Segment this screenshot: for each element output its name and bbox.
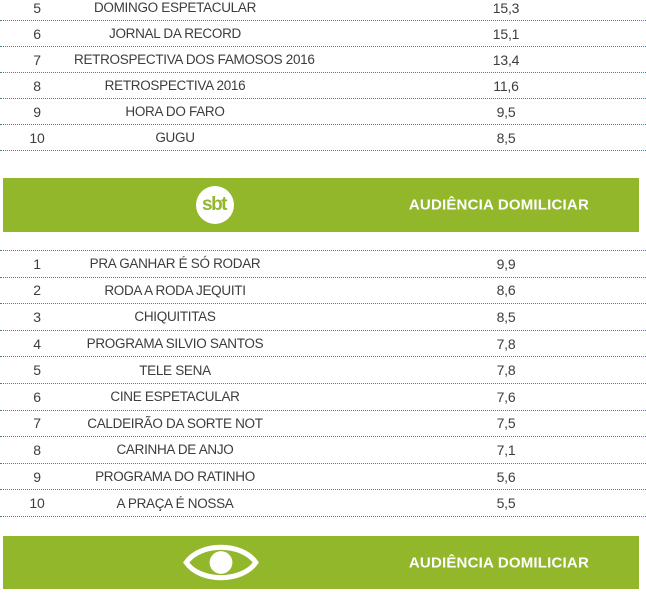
- rating-cell: 5,5: [496, 495, 516, 512]
- sbt-header-band: sbt AUDIÊNCIA DOMILICIAR: [3, 178, 639, 232]
- band-header-band: AUDIÊNCIA DOMILICIAR: [3, 536, 639, 589]
- sbt-logo-text: sbt: [202, 194, 228, 215]
- table-row: 2 RODA A RODA JEQUITI 8,6: [0, 278, 646, 305]
- rating-cell: 7,1: [496, 441, 516, 458]
- rank-cell: 6: [33, 388, 41, 405]
- rank-cell: 5: [33, 0, 41, 16]
- program-cell: RODA A RODA JEQUITI: [104, 282, 246, 298]
- table-row: 10 A PRAÇA É NOSSA 5,5: [0, 490, 646, 517]
- program-cell: TELE SENA: [139, 362, 211, 378]
- rank-cell: 10: [29, 129, 45, 146]
- rank-cell: 9: [33, 103, 41, 120]
- rank-cell: 10: [29, 495, 45, 512]
- rating-cell: 7,5: [496, 415, 516, 432]
- band-eye-icon: [183, 544, 259, 581]
- table-row: 9 PROGRAMA DO RATINHO 5,6: [0, 464, 646, 491]
- record-ranking-table: 5 DOMINGO ESPETACULAR 15,3 6 JORNAL DA R…: [0, 0, 646, 151]
- rating-cell: 15,3: [492, 0, 520, 16]
- sbt-logo-icon: sbt: [196, 186, 234, 224]
- program-cell: PROGRAMA SILVIO SANTOS: [86, 336, 264, 352]
- rating-cell: 7,8: [496, 335, 516, 352]
- audience-header-label: AUDIÊNCIA DOMILICIAR: [408, 196, 589, 214]
- program-cell: HORA DO FARO: [125, 104, 225, 119]
- rank-cell: 2: [33, 282, 41, 299]
- program-cell: CALDEIRÃO DA SORTE NOT: [87, 415, 263, 431]
- table-row: 4 PROGRAMA SILVIO SANTOS 7,8: [0, 331, 646, 358]
- program-cell: CINE ESPETACULAR: [110, 389, 240, 405]
- table-row: 9 HORA DO FARO 9,5: [0, 99, 646, 125]
- table-row: 6 JORNAL DA RECORD 15,1: [0, 21, 646, 47]
- rank-cell: 1: [33, 255, 41, 272]
- program-cell: RETROSPECTIVA DOS FAMOSOS 2016: [74, 52, 315, 67]
- rank-cell: 4: [33, 335, 41, 352]
- rank-cell: 5: [33, 362, 41, 379]
- audience-header-label: AUDIÊNCIA DOMILICIAR: [408, 554, 589, 571]
- program-cell: CHIQUITITAS: [134, 309, 216, 325]
- table-row: 10 GUGU 8,5: [0, 125, 646, 151]
- table-row: 8 CARINHA DE ANJO 7,1: [0, 437, 646, 464]
- rating-cell: 5,6: [496, 468, 516, 485]
- rating-cell: 8,6: [496, 282, 516, 299]
- table-row: 7 CALDEIRÃO DA SORTE NOT 7,5: [0, 411, 646, 438]
- rating-cell: 9,9: [496, 255, 516, 272]
- rating-cell: 11,6: [493, 77, 519, 94]
- table-row: 1 PRA GANHAR É SÓ RODAR 9,9: [0, 251, 646, 278]
- rating-cell: 15,1: [492, 25, 520, 42]
- rating-cell: 8,5: [496, 129, 516, 146]
- rank-cell: 9: [33, 468, 41, 485]
- program-cell: RETROSPECTIVA 2016: [104, 78, 246, 93]
- rank-cell: 8: [33, 77, 41, 94]
- rating-cell: 7,6: [496, 388, 516, 405]
- rank-cell: 3: [33, 308, 41, 325]
- program-cell: A PRAÇA É NOSSA: [116, 495, 234, 511]
- table-row: 6 CINE ESPETACULAR 7,6: [0, 384, 646, 411]
- rank-cell: 7: [33, 51, 41, 68]
- table-row: 7 RETROSPECTIVA DOS FAMOSOS 2016 13,4: [0, 47, 646, 73]
- rating-cell: 9,5: [496, 103, 516, 120]
- program-cell: PRA GANHAR É SÓ RODAR: [89, 256, 261, 272]
- table-row: 5 TELE SENA 7,8: [0, 357, 646, 384]
- rank-cell: 8: [33, 441, 41, 458]
- program-cell: DOMINGO ESPETACULAR: [93, 0, 257, 15]
- rank-cell: 6: [33, 25, 41, 42]
- table-row: 3 CHIQUITITAS 8,5: [0, 304, 646, 331]
- program-cell: PROGRAMA DO RATINHO: [95, 469, 255, 485]
- sbt-ranking-table: 1 PRA GANHAR É SÓ RODAR 9,9 2 RODA A ROD…: [0, 250, 646, 517]
- rank-cell: 7: [33, 415, 41, 432]
- rating-cell: 8,5: [496, 308, 516, 325]
- program-cell: CARINHA DE ANJO: [116, 442, 234, 458]
- program-cell: JORNAL DA RECORD: [109, 26, 241, 41]
- table-row: 8 RETROSPECTIVA 2016 11,6: [0, 73, 646, 99]
- program-cell: GUGU: [155, 130, 195, 145]
- table-row: 5 DOMINGO ESPETACULAR 15,3: [0, 0, 646, 21]
- rating-cell: 13,4: [492, 51, 520, 68]
- rating-cell: 7,8: [496, 362, 516, 379]
